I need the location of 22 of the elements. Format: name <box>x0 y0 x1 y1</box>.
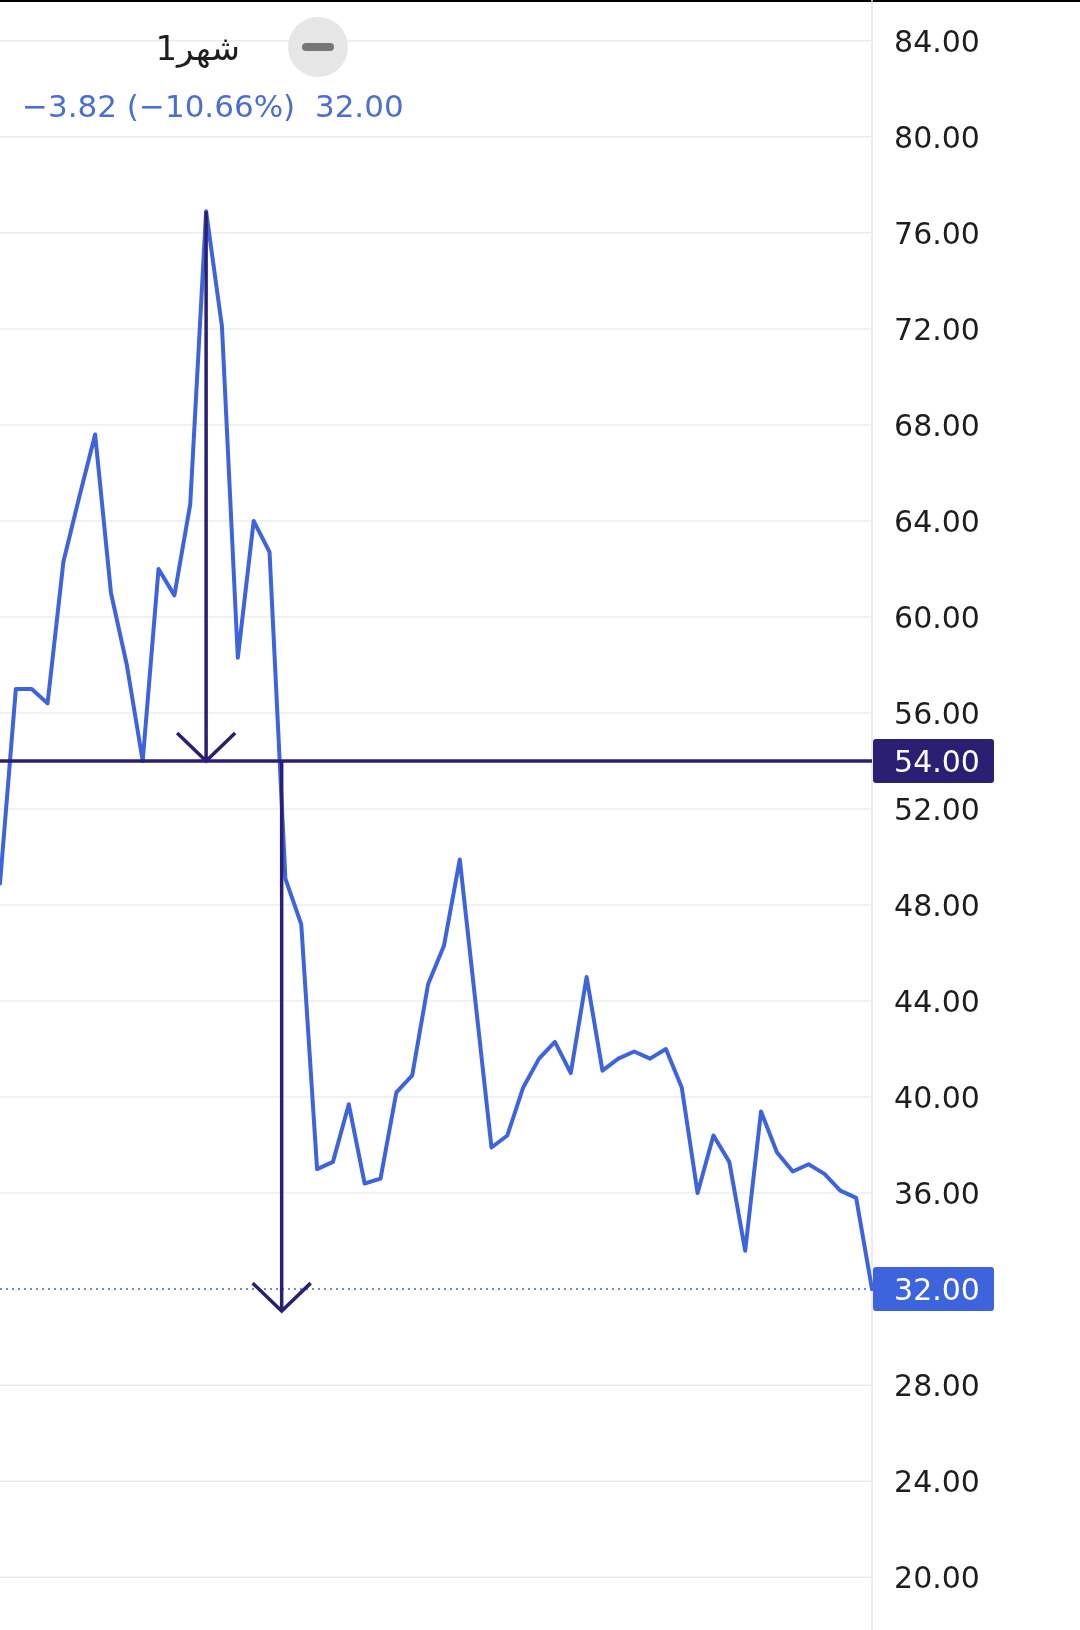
y-tick-label: 28.00 <box>894 1368 980 1404</box>
y-tick-label: 24.00 <box>894 1464 980 1500</box>
y-tick-label: 64.00 <box>894 503 980 539</box>
y-tick-label: 44.00 <box>894 984 980 1020</box>
text: 1شهر <box>155 28 240 69</box>
y-tick-label: 60.00 <box>894 599 980 635</box>
y-tick-label: 56.00 <box>894 695 980 731</box>
y-tick-label: 72.00 <box>894 311 980 347</box>
y-tick-label: 20.00 <box>894 1560 980 1596</box>
ref-label: 32.00 <box>873 1267 994 1312</box>
ref-label: 54.00 <box>873 739 994 783</box>
y-tick-label: 76.00 <box>894 215 980 251</box>
ref-line-label: 54.00 <box>894 743 980 779</box>
y-tick-label: 36.00 <box>894 1176 980 1212</box>
text: −3.82 (−10.66%) 32.00 <box>22 88 404 124</box>
y-tick-label: 84.00 <box>894 23 980 59</box>
y-tick-label: 40.00 <box>894 1080 980 1116</box>
y-tick-label: 48.00 <box>894 888 980 924</box>
ref-line-label: 32.00 <box>894 1272 980 1308</box>
y-tick-label: 80.00 <box>894 119 980 155</box>
y-tick-label: 68.00 <box>894 407 980 443</box>
y-tick-label: 52.00 <box>894 792 980 827</box>
